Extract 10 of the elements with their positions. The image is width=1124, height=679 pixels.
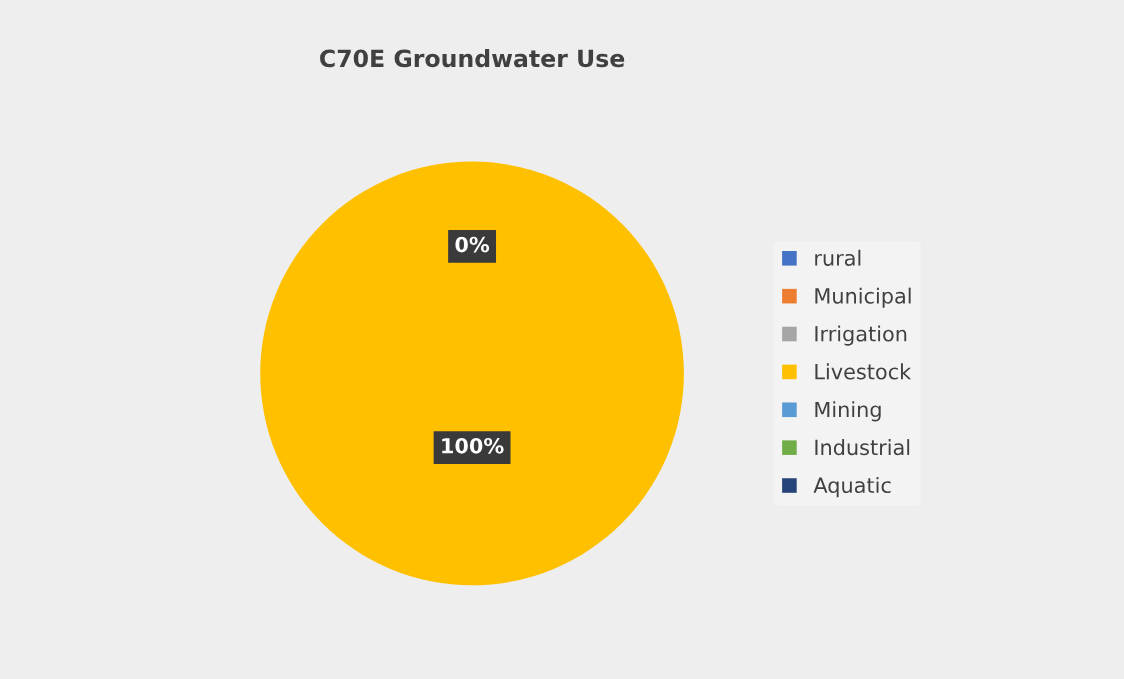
- legend-label: Aquatic: [813, 476, 891, 498]
- data-label: 100%: [442, 437, 504, 454]
- legend-label: Livestock: [815, 363, 912, 380]
- legend-label: Irrigation: [815, 325, 907, 346]
- legend-label: Municipal: [815, 287, 911, 308]
- legend-label: rural: [815, 249, 861, 266]
- text: 0%: [455, 236, 490, 253]
- legend-label: Industrial: [815, 439, 910, 456]
- legend-label: Mining: [815, 401, 881, 422]
- chart-title: C70E Groundwater Use: [320, 49, 625, 68]
